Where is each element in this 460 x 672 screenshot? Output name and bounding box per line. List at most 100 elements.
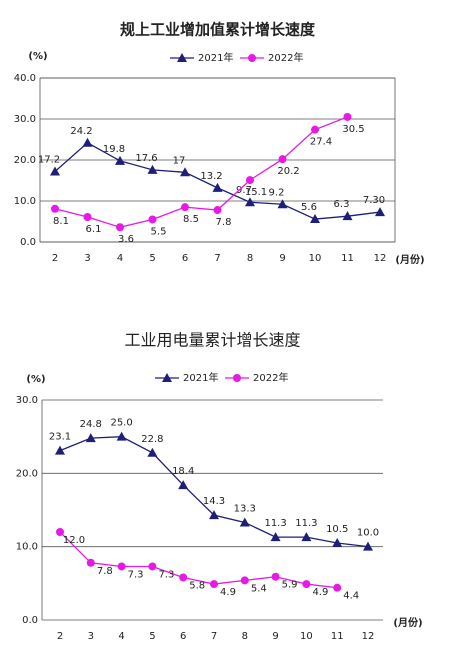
x-tick-label: 4 (118, 631, 124, 642)
data-label: 4.9 (312, 587, 328, 598)
data-point (85, 433, 96, 443)
x-tick-label: 8 (242, 631, 248, 642)
data-label: 6.1 (86, 224, 102, 235)
legend-marker (162, 373, 172, 382)
data-label: 30.5 (342, 124, 364, 135)
data-label: 4.4 (343, 591, 359, 602)
data-point (209, 510, 219, 520)
data-label: 11.3 (264, 518, 286, 529)
data-point (332, 538, 343, 547)
x-tick-label: 6 (180, 631, 186, 642)
data-point (147, 164, 158, 174)
data-label: 9.7 (236, 185, 252, 196)
data-point (245, 197, 255, 207)
data-label: 13.2 (200, 171, 222, 182)
x-tick-label: 7 (211, 631, 217, 642)
data-label: 13.3 (234, 503, 256, 514)
data-point (181, 203, 189, 212)
data-label: 22.8 (141, 434, 163, 445)
x-tick-label: 12 (374, 253, 387, 264)
y-tick-label: 30.0 (14, 114, 36, 125)
data-label: 15.1 (245, 187, 267, 198)
legend-label: 2021年 (198, 51, 233, 64)
data-point (50, 166, 60, 176)
data-point (56, 528, 64, 536)
data-point (147, 447, 158, 457)
legend-marker (233, 374, 241, 382)
y-tick-label: 20.0 (16, 468, 38, 479)
y-tick-label: 20.0 (14, 155, 36, 166)
data-label: 5.6 (301, 202, 317, 213)
data-label: 14.3 (203, 496, 225, 507)
x-tick-label: 8 (247, 253, 253, 264)
data-label: 18.4 (172, 466, 194, 477)
legend-label: 2022年 (253, 371, 288, 384)
legend-marker (248, 54, 256, 62)
data-point (115, 155, 125, 165)
y-tick-label: 10.0 (16, 542, 38, 553)
x-tick-label: 6 (182, 253, 188, 264)
data-label: 10.5 (326, 524, 348, 535)
series-line (59, 531, 338, 589)
data-label: 5.4 (251, 583, 267, 594)
data-point (363, 541, 373, 551)
x-tick-label: 5 (149, 253, 155, 264)
data-label: 27.4 (310, 137, 332, 148)
series-line (54, 116, 348, 228)
data-label: 11.3 (295, 518, 317, 529)
data-point (302, 580, 311, 589)
data-label: 5.8 (189, 580, 205, 591)
data-point (246, 176, 254, 185)
data-point (55, 445, 65, 455)
x-tick-label: 9 (279, 253, 285, 264)
y-tick-label: 10.0 (14, 196, 36, 207)
data-label: 8.5 (183, 214, 199, 225)
data-label: 25.0 (110, 418, 132, 429)
data-label: 24.2 (70, 126, 92, 137)
data-point (51, 204, 59, 213)
data-point (213, 206, 222, 215)
x-axis-label: (月份) (395, 253, 424, 266)
data-label: 5.9 (282, 580, 298, 591)
data-point (278, 155, 287, 164)
data-label: 7.30 (363, 195, 385, 206)
data-label: 12.0 (63, 535, 85, 546)
data-point (343, 112, 352, 121)
chart-title: 规上工业增加值累计增长速度 (120, 21, 316, 39)
data-point (210, 580, 218, 589)
y-tick-label: 0.0 (22, 615, 38, 626)
data-point (277, 199, 288, 209)
data-label: 19.8 (103, 144, 125, 155)
data-point (271, 572, 280, 581)
data-point (116, 223, 124, 232)
x-tick-label: 10 (309, 253, 322, 264)
data-point (83, 212, 92, 221)
x-tick-label: 3 (84, 253, 90, 264)
x-tick-label: 4 (117, 253, 123, 264)
data-point (82, 137, 93, 147)
data-point (270, 532, 281, 542)
x-tick-label: 2 (52, 253, 58, 264)
data-label: 9.2 (269, 187, 285, 198)
data-label: 17.2 (38, 154, 60, 165)
data-point (117, 562, 126, 571)
y-axis-label: (%) (28, 51, 47, 62)
y-tick-label: 0.0 (20, 237, 36, 248)
data-label: 17 (173, 155, 186, 166)
data-label: 20.2 (277, 166, 299, 177)
data-point (116, 431, 127, 441)
y-axis-label: (%) (26, 374, 45, 385)
data-point (179, 573, 188, 582)
data-label: 8.1 (53, 216, 69, 227)
data-point (86, 558, 95, 567)
plot-border (39, 77, 396, 243)
data-point (148, 562, 157, 571)
data-label: 6.3 (334, 199, 350, 210)
x-tick-label: 2 (57, 631, 63, 642)
data-point (310, 214, 320, 224)
data-point (212, 182, 223, 192)
data-point (342, 211, 353, 221)
x-tick-label: 10 (300, 631, 313, 642)
x-tick-label: 5 (149, 631, 155, 642)
